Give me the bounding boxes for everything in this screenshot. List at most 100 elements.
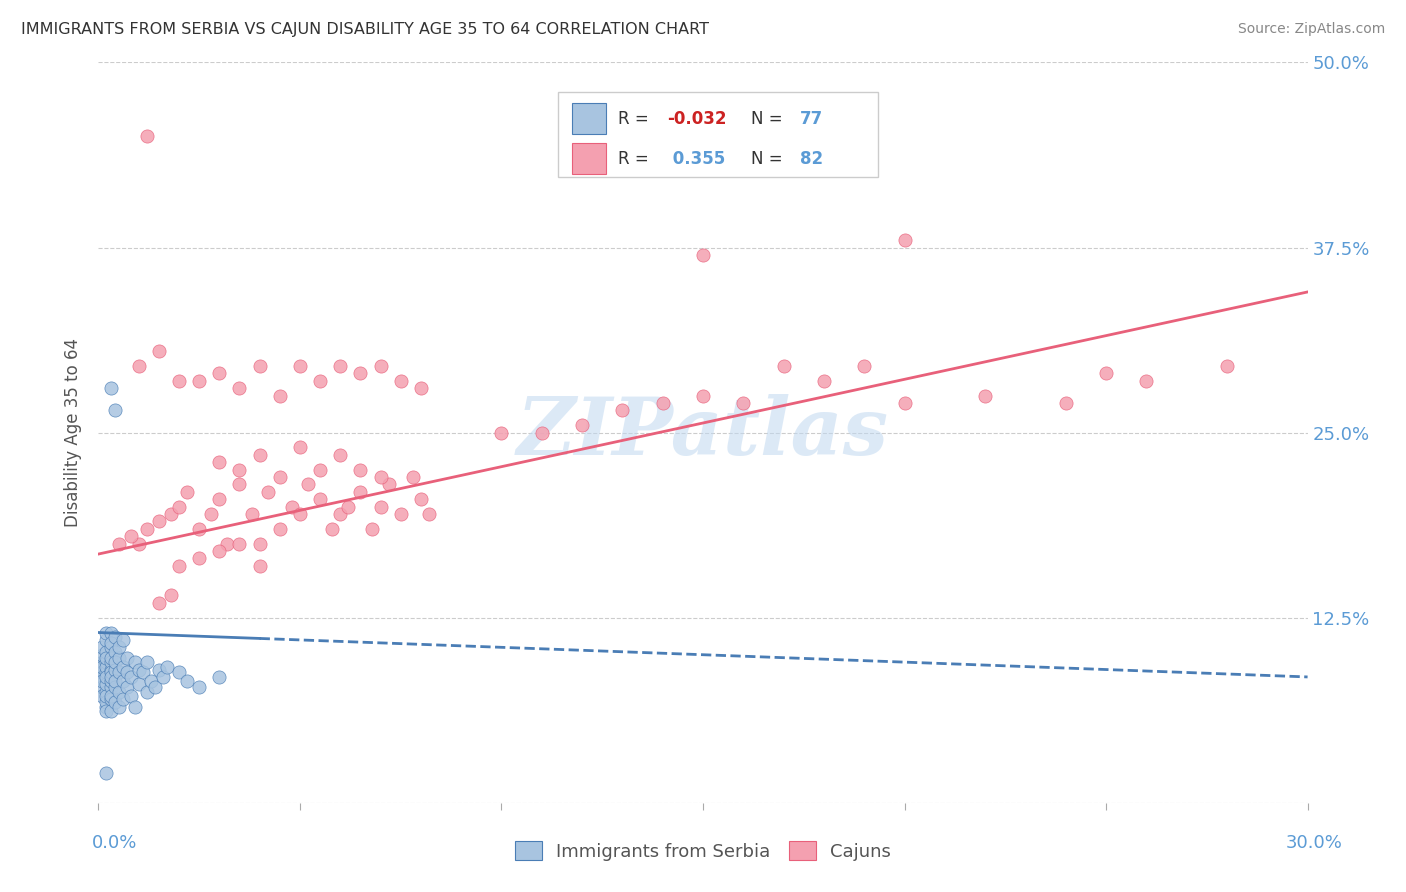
Point [772, 359, 794, 373]
Point [100, 692, 122, 706]
Point [100, 681, 122, 695]
FancyBboxPatch shape [572, 103, 606, 135]
Point [309, 374, 332, 388]
Point [228, 462, 250, 476]
Point [297, 477, 319, 491]
Point [96, 699, 118, 714]
Point [148, 344, 170, 359]
Point [1216, 359, 1239, 373]
Text: 30.0%: 30.0% [1286, 834, 1343, 852]
Point [120, 670, 142, 684]
Point [103, 630, 125, 644]
Point [281, 500, 304, 514]
Point [96, 659, 118, 673]
Point [115, 650, 138, 665]
Point [120, 689, 142, 703]
Text: ZIPatlas: ZIPatlas [517, 394, 889, 471]
Point [96, 645, 118, 659]
Point [100, 381, 122, 395]
Point [176, 484, 198, 499]
Point [361, 522, 384, 536]
Point [409, 381, 432, 395]
Point [337, 500, 360, 514]
Text: R =: R = [619, 110, 654, 128]
Point [91, 648, 114, 662]
Point [692, 248, 714, 262]
Point [91, 665, 114, 680]
Point [128, 359, 150, 373]
Point [228, 477, 250, 491]
Point [96, 625, 118, 640]
Text: 0.355: 0.355 [666, 150, 725, 168]
Point [228, 381, 250, 395]
Point [96, 695, 118, 709]
Point [100, 636, 122, 650]
Point [733, 396, 755, 410]
Point [100, 665, 122, 680]
Point [288, 359, 311, 373]
Text: Source: ZipAtlas.com: Source: ZipAtlas.com [1237, 22, 1385, 37]
Point [100, 640, 122, 655]
Point [893, 233, 915, 247]
Point [893, 396, 915, 410]
Point [389, 507, 412, 521]
Point [111, 692, 134, 706]
Text: 82: 82 [800, 150, 823, 168]
Point [160, 507, 183, 521]
Text: 0.0%: 0.0% [91, 834, 136, 852]
Point [349, 462, 371, 476]
Point [651, 396, 673, 410]
Point [111, 632, 134, 647]
Point [418, 507, 440, 521]
Point [143, 681, 166, 695]
Point [269, 388, 291, 402]
Point [111, 674, 134, 689]
Point [188, 522, 211, 536]
Point [377, 477, 399, 491]
Point [91, 663, 114, 677]
Point [160, 589, 183, 603]
Point [269, 470, 291, 484]
Point [107, 665, 129, 680]
Point [370, 359, 392, 373]
Point [148, 663, 170, 677]
Point [256, 484, 278, 499]
Point [228, 536, 250, 550]
Point [402, 470, 425, 484]
Point [349, 484, 371, 499]
Point [370, 470, 392, 484]
Point [124, 655, 146, 669]
Point [329, 448, 352, 462]
Point [96, 665, 118, 680]
Point [103, 681, 125, 695]
Point [1095, 367, 1118, 381]
Point [692, 388, 714, 402]
Legend: Immigrants from Serbia, Cajuns: Immigrants from Serbia, Cajuns [508, 834, 898, 868]
Point [612, 403, 634, 417]
Point [148, 596, 170, 610]
Point [91, 655, 114, 669]
Point [103, 695, 125, 709]
Point [111, 659, 134, 673]
Point [135, 655, 157, 669]
Point [107, 536, 129, 550]
Point [100, 704, 122, 718]
Text: IMMIGRANTS FROM SERBIA VS CAJUN DISABILITY AGE 35 TO 64 CORRELATION CHART: IMMIGRANTS FROM SERBIA VS CAJUN DISABILI… [21, 22, 709, 37]
Point [103, 403, 125, 417]
Point [96, 704, 118, 718]
Point [167, 558, 190, 573]
Point [96, 650, 118, 665]
Point [167, 665, 190, 680]
Point [309, 462, 332, 476]
Point [208, 455, 231, 469]
Point [208, 544, 231, 558]
Point [96, 689, 118, 703]
Point [370, 500, 392, 514]
Point [288, 441, 311, 455]
Text: 77: 77 [800, 110, 823, 128]
Point [96, 655, 118, 669]
Point [100, 670, 122, 684]
Point [128, 677, 150, 691]
Point [188, 551, 211, 566]
Point [135, 685, 157, 699]
